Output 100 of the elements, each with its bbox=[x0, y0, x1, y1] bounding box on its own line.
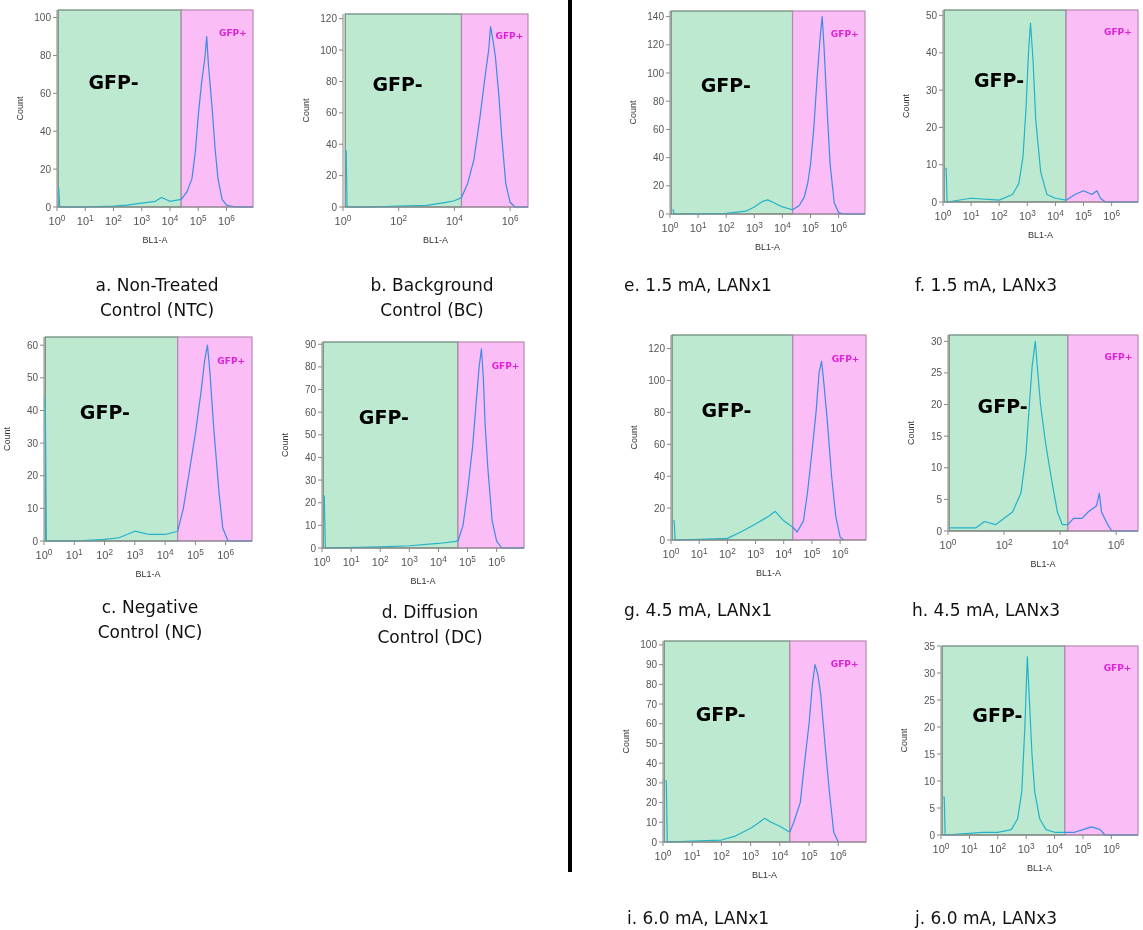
y-tick-label: 60 bbox=[304, 406, 317, 418]
x-tick-label: 10$^{4}$ bbox=[156, 547, 174, 561]
band-label: GFP- bbox=[372, 73, 423, 96]
y-tick-label: 90 bbox=[304, 338, 317, 350]
y-axis-title: Count bbox=[899, 728, 909, 753]
text: i. 6.0 mA, LANx1 bbox=[626, 907, 770, 928]
y-tick-label: 40 bbox=[26, 404, 39, 416]
y-tick-label: 0 bbox=[651, 836, 658, 848]
y-axis-title: Count bbox=[15, 96, 25, 121]
y-tick-label: 60 bbox=[652, 123, 665, 135]
y-tick-label: 10 bbox=[925, 159, 938, 171]
y-tick-label: 20 bbox=[304, 497, 317, 509]
band-label: GFP+ bbox=[1104, 26, 1132, 37]
y-tick-label: 80 bbox=[304, 361, 317, 373]
y-tick-label: 20 bbox=[645, 797, 658, 809]
x-tick-label: 10$^{0}$ bbox=[662, 546, 680, 560]
x-tick-label: 10$^{3}$ bbox=[747, 546, 765, 560]
y-tick-label: 20 bbox=[930, 399, 943, 411]
x-tick-label: 10$^{5}$ bbox=[186, 547, 205, 561]
x-tick-label: 10$^{6}$ bbox=[218, 213, 236, 227]
x-axis-title: BL1-A bbox=[751, 870, 778, 880]
y-tick-label: 120 bbox=[320, 13, 338, 25]
y-tick-label: 0 bbox=[331, 201, 338, 213]
x-tick-label: 10$^{4}$ bbox=[775, 546, 793, 560]
y-tick-label: 100 bbox=[647, 67, 665, 79]
y-tick-label: 5 bbox=[929, 802, 936, 814]
x-tick-label: 10$^{1}$ bbox=[65, 547, 84, 561]
y-tick-label: 10 bbox=[930, 462, 943, 474]
band-label: GFP- bbox=[88, 70, 139, 93]
y-tick-label: 0 bbox=[931, 196, 938, 208]
x-tick-label: 10$^{4}$ bbox=[430, 554, 448, 568]
y-tick-label: 15 bbox=[923, 748, 936, 760]
band-label: GFP+ bbox=[217, 355, 246, 366]
y-tick-label: 0 bbox=[659, 534, 666, 546]
text: f. 1.5 mA, LANx3 bbox=[914, 274, 1058, 295]
x-tick-label: 10$^{1}$ bbox=[76, 213, 95, 227]
x-tick-label: 10$^{0}$ bbox=[48, 213, 66, 227]
y-tick-label: 70 bbox=[645, 698, 658, 710]
y-tick-label: 50 bbox=[925, 10, 938, 22]
x-tick-label: 10$^{4}$ bbox=[1046, 841, 1064, 855]
y-tick-label: 80 bbox=[325, 75, 338, 87]
x-tick-label: 10$^{0}$ bbox=[334, 213, 352, 227]
band-label: GFP+ bbox=[491, 360, 520, 371]
y-tick-label: 30 bbox=[26, 437, 39, 449]
x-tick-label: 10$^{1}$ bbox=[342, 554, 360, 568]
y-tick-label: 0 bbox=[658, 208, 665, 220]
x-axis-title: BL1-A bbox=[755, 568, 782, 578]
x-axis-title: BL1-A bbox=[754, 242, 781, 252]
text: b. Background Control (BC) bbox=[370, 274, 494, 320]
x-axis-title: BL1-A bbox=[1027, 230, 1054, 240]
y-tick-label: 20 bbox=[39, 163, 52, 175]
y-tick-label: 50 bbox=[304, 429, 317, 441]
text: j. 6.0 mA, LANx3 bbox=[913, 907, 1058, 928]
band-label: GFP- bbox=[974, 68, 1025, 91]
x-tick-label: 10$^{1}$ bbox=[690, 546, 709, 560]
x-tick-label: 10$^{3}$ bbox=[133, 213, 151, 227]
x-axis-title: BL1-A bbox=[410, 576, 436, 586]
x-tick-label: 10$^{4}$ bbox=[773, 220, 792, 234]
x-tick-label: 10$^{3}$ bbox=[745, 220, 764, 234]
y-tick-label: 10 bbox=[304, 519, 317, 531]
text: g. 4.5 mA, LANx1 bbox=[623, 599, 773, 620]
y-axis-title: Count bbox=[629, 425, 639, 450]
x-tick-label: 10$^{0}$ bbox=[934, 208, 952, 222]
y-axis-title: Count bbox=[628, 100, 638, 125]
text: d. Diffusion Control (DC) bbox=[377, 601, 483, 647]
y-tick-label: 80 bbox=[652, 95, 665, 107]
x-tick-label: 10$^{5}$ bbox=[1075, 208, 1093, 222]
x-tick-label: 10$^{1}$ bbox=[960, 841, 979, 855]
x-tick-label: 10$^{3}$ bbox=[1017, 841, 1035, 855]
y-tick-label: 5 bbox=[936, 493, 943, 505]
y-tick-label: 25 bbox=[923, 694, 936, 706]
band-label: GFP- bbox=[700, 74, 751, 97]
x-tick-label: 10$^{6}$ bbox=[831, 546, 849, 560]
y-tick-label: 20 bbox=[26, 470, 39, 482]
y-tick-label: 20 bbox=[325, 170, 338, 182]
y-tick-label: 0 bbox=[45, 201, 52, 213]
x-tick-label: 10$^{3}$ bbox=[126, 547, 144, 561]
band-label: GFP- bbox=[79, 400, 130, 423]
y-tick-label: 10 bbox=[645, 816, 658, 828]
x-tick-label: 10$^{3}$ bbox=[742, 848, 760, 862]
y-tick-label: 20 bbox=[923, 721, 936, 733]
x-tick-label: 10$^{5}$ bbox=[459, 554, 477, 568]
x-tick-label: 10$^{6}$ bbox=[1103, 208, 1121, 222]
y-tick-label: 30 bbox=[645, 777, 658, 789]
y-tick-label: 90 bbox=[645, 659, 658, 671]
y-tick-label: 100 bbox=[648, 374, 666, 386]
y-axis-title: Count bbox=[906, 420, 916, 446]
y-tick-label: 40 bbox=[925, 47, 938, 59]
y-tick-label: 10 bbox=[923, 775, 936, 787]
x-tick-label: 10$^{5}$ bbox=[1074, 841, 1092, 855]
x-tick-label: 10$^{4}$ bbox=[445, 213, 464, 227]
x-tick-label: 10$^{6}$ bbox=[488, 554, 506, 568]
band-label: GFP- bbox=[972, 703, 1023, 726]
y-axis-title: Count bbox=[301, 98, 311, 123]
x-axis-title: BL1-A bbox=[142, 235, 168, 245]
x-axis-title: BL1-A bbox=[1030, 559, 1056, 569]
text: a. Non-Treated Control (NTC) bbox=[95, 274, 219, 320]
x-tick-label: 10$^{0}$ bbox=[654, 848, 672, 862]
y-tick-label: 10 bbox=[26, 502, 39, 514]
y-tick-label: 80 bbox=[39, 49, 52, 61]
